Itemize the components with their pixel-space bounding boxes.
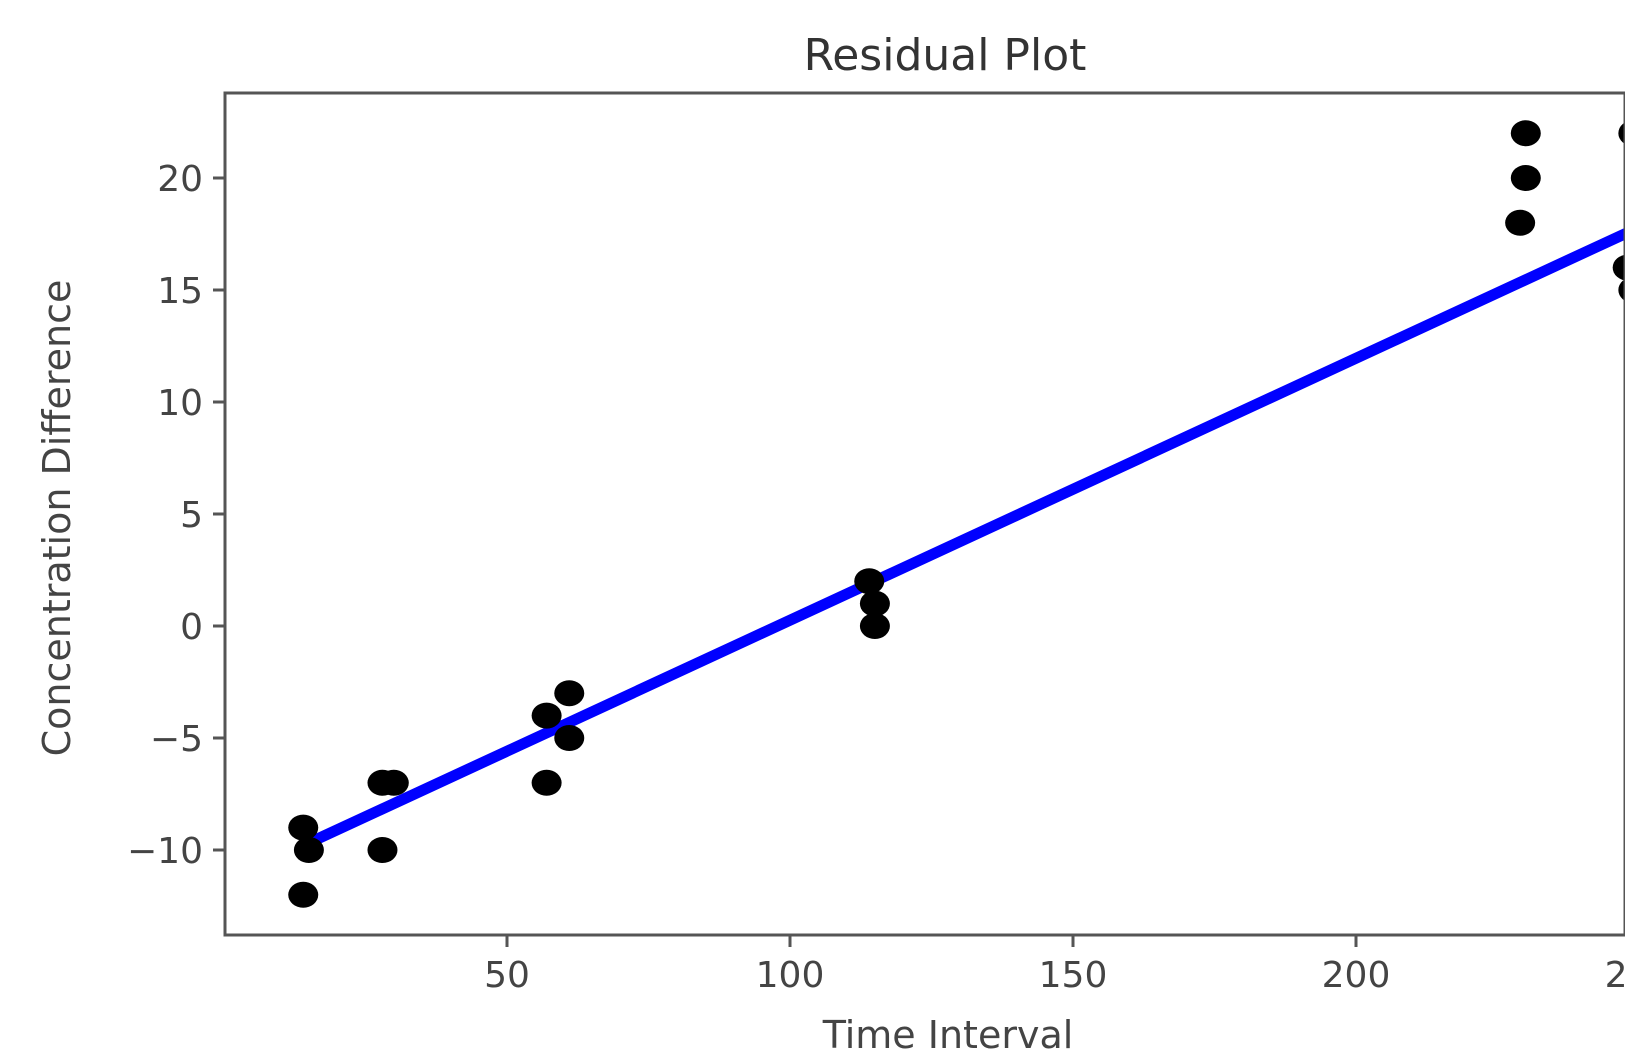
y-tick-label: 15 xyxy=(157,271,203,312)
y-tick-label: 0 xyxy=(180,607,203,648)
y-axis: −10 −5 0 5 10 15 20 xyxy=(127,159,225,872)
y-tick-label: 20 xyxy=(157,159,203,200)
data-point xyxy=(288,881,319,908)
data-point xyxy=(1618,279,1625,301)
chart-title: Residual Plot xyxy=(804,30,1087,81)
x-tick-label: 200 xyxy=(1322,955,1391,996)
data-point xyxy=(531,769,562,796)
y-tick-label: 5 xyxy=(180,495,203,536)
y-axis-label: Concentration Difference xyxy=(35,280,79,757)
data-point xyxy=(554,680,585,707)
data-point xyxy=(854,568,885,595)
y-tick-label: −5 xyxy=(150,719,203,760)
plot-area xyxy=(288,120,1625,908)
data-point xyxy=(378,769,409,796)
data-point xyxy=(1505,209,1536,236)
y-tick-label: −10 xyxy=(127,831,203,872)
plot-frame xyxy=(223,91,1625,937)
data-point xyxy=(367,837,398,863)
data-point xyxy=(293,837,324,863)
x-axis-label: Time Interval xyxy=(822,1013,1074,1050)
x-tick-label: 250 xyxy=(1605,955,1625,996)
data-point xyxy=(531,702,562,729)
data-point xyxy=(1618,122,1625,145)
data-point xyxy=(1510,120,1541,147)
data-point xyxy=(288,814,319,841)
data-point xyxy=(859,590,890,617)
fit-line xyxy=(297,227,1625,852)
data-point xyxy=(859,613,890,639)
x-tick-label: 50 xyxy=(484,955,530,996)
data-point xyxy=(1612,254,1625,281)
data-point xyxy=(1510,165,1541,191)
x-tick-label: 100 xyxy=(756,955,825,996)
data-point xyxy=(554,725,585,751)
x-tick-label: 150 xyxy=(1039,955,1108,996)
y-tick-label: 10 xyxy=(157,383,203,424)
x-axis: 50 100 150 200 250 xyxy=(484,935,1625,996)
